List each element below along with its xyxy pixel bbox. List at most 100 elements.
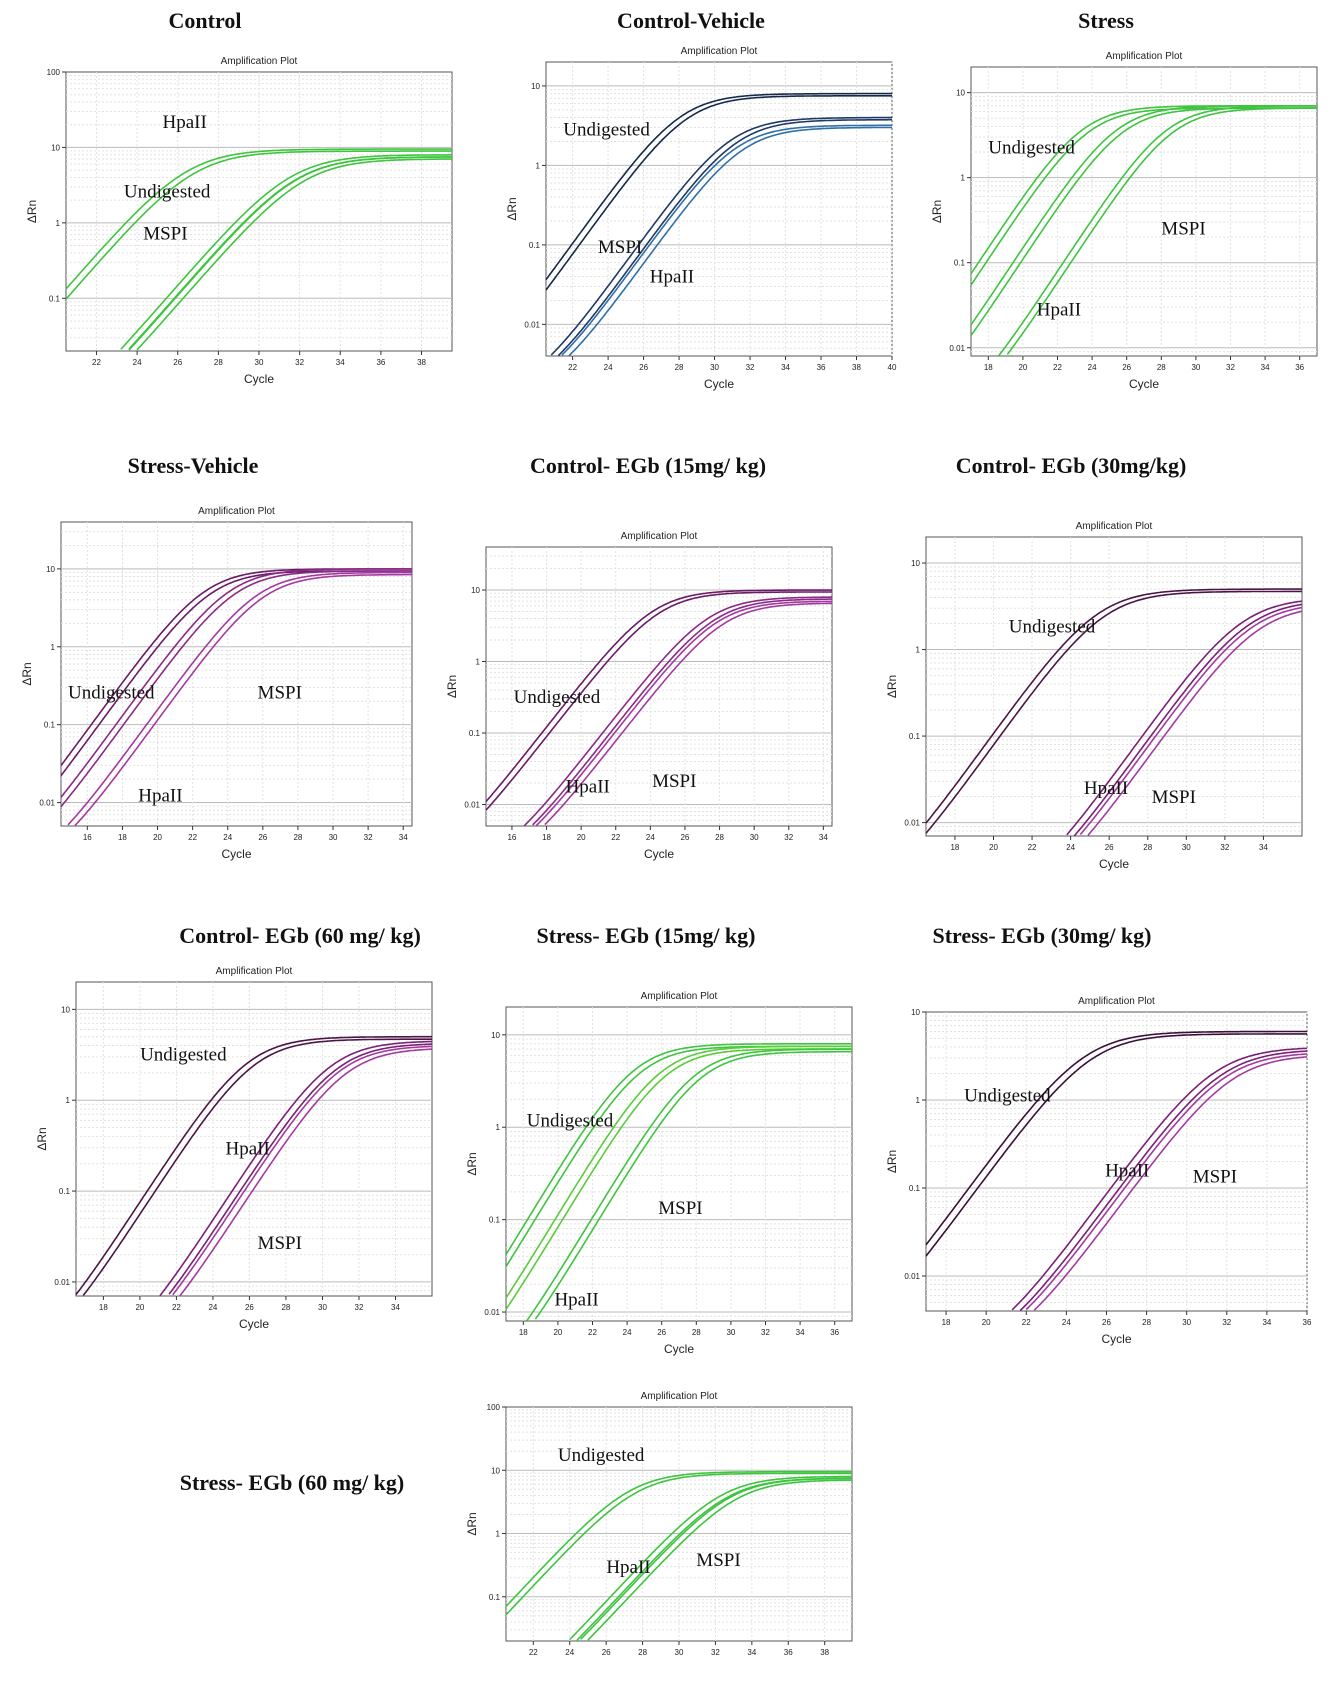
x-tick-label: 34 bbox=[1262, 1318, 1271, 1327]
curve-label-undigested: Undigested bbox=[514, 687, 601, 708]
y-tick-label: 0.1 bbox=[909, 1184, 921, 1193]
x-tick-label: 18 bbox=[942, 1318, 951, 1327]
x-tick-label: 26 bbox=[639, 363, 648, 372]
curve-label-mspi: MSPI bbox=[1161, 219, 1205, 240]
x-tick-label: 22 bbox=[1028, 843, 1037, 852]
panel-title-control-vehicle: Control-Vehicle bbox=[617, 8, 765, 33]
y-tick-label: 10 bbox=[531, 82, 540, 91]
series-line-hpaii bbox=[550, 116, 892, 356]
series-line-hpaii bbox=[1073, 603, 1303, 837]
x-tick-label: 22 bbox=[1053, 363, 1062, 372]
y-tick-label: 1 bbox=[51, 643, 56, 652]
y-tick-label: 1 bbox=[496, 1530, 501, 1539]
series-group bbox=[65, 148, 453, 351]
panel-title-stress-vehicle: Stress-Vehicle bbox=[127, 453, 259, 478]
y-tick-label: 0.01 bbox=[39, 799, 55, 808]
chart-control-egb-60: 18 20 22 24 26 28 30 32 34 0.01 0.1 1 10 Amplificatio… bbox=[35, 966, 433, 1331]
x-tick-label: 30 bbox=[710, 363, 719, 372]
x-tick-label: 16 bbox=[83, 833, 92, 842]
y-axis-label: ΔRn bbox=[885, 675, 899, 698]
y-tick-label: 100 bbox=[487, 1403, 501, 1412]
curve-label-undigested: Undigested bbox=[1009, 617, 1096, 638]
axes: 18 20 22 24 26 28 30 32 34 0.01 0.1 1 10 bbox=[904, 559, 1268, 852]
x-axis-label: Cycle bbox=[664, 1342, 694, 1356]
y-tick-label: 0.1 bbox=[489, 1216, 501, 1225]
x-tick-label: 26 bbox=[1122, 363, 1131, 372]
y-tick-label: 10 bbox=[51, 143, 60, 152]
panel-title-control-egb-60: Control- EGb (60 mg/ kg) bbox=[179, 923, 421, 948]
curve-label-hpaii: HpaII bbox=[1084, 778, 1128, 799]
x-tick-label: 28 bbox=[281, 1303, 290, 1312]
y-axis-label: ΔRn bbox=[885, 1150, 899, 1173]
series-line-hpaii bbox=[569, 1475, 853, 1641]
y-axis-label: ΔRn bbox=[505, 197, 519, 220]
x-tick-label: 36 bbox=[784, 1648, 793, 1657]
x-tick-label: 20 bbox=[1018, 363, 1027, 372]
plot-title: Amplification Plot bbox=[221, 56, 298, 67]
panel-title-stress-egb-60: Stress- EGb (60 mg/ kg) bbox=[179, 1470, 405, 1495]
x-tick-label: 34 bbox=[391, 1303, 400, 1312]
series-line-undigested bbox=[545, 94, 892, 291]
panel-title-stress: Stress bbox=[1078, 8, 1134, 33]
plot-title: Amplification Plot bbox=[641, 1391, 718, 1402]
series-line-undigested bbox=[545, 92, 892, 281]
series-line-mspi bbox=[179, 1048, 433, 1297]
grid bbox=[926, 1012, 1308, 1311]
series-line-mspi bbox=[998, 104, 1317, 357]
x-tick-label: 22 bbox=[611, 833, 620, 842]
curve-label-mspi: MSPI bbox=[652, 771, 696, 792]
x-tick-label: 34 bbox=[796, 1328, 805, 1337]
series-group bbox=[505, 1470, 853, 1641]
x-tick-label: 24 bbox=[604, 363, 613, 372]
curve-label-mspi: MSPI bbox=[143, 223, 187, 244]
plot-area bbox=[60, 521, 413, 827]
series-line-undigested bbox=[82, 1038, 432, 1296]
x-tick-label: 24 bbox=[1088, 363, 1097, 372]
series-line-mspi bbox=[1087, 610, 1303, 836]
x-tick-label: 26 bbox=[602, 1648, 611, 1657]
y-tick-label: 0.01 bbox=[904, 819, 920, 828]
series-line-hpaii bbox=[60, 570, 412, 808]
x-tick-label: 22 bbox=[588, 1328, 597, 1337]
series-line-mspi bbox=[1006, 107, 1317, 355]
x-tick-label: 24 bbox=[133, 358, 142, 367]
axes: 16 18 20 22 24 26 28 30 32 34 0.01 0.1 1 10 bbox=[464, 586, 828, 842]
x-tick-label: 28 bbox=[293, 833, 302, 842]
y-tick-label: 0.01 bbox=[904, 1272, 920, 1281]
x-axis-label: Cycle bbox=[704, 377, 734, 391]
x-axis-label: Cycle bbox=[239, 1317, 269, 1331]
y-tick-label: 1 bbox=[916, 1096, 921, 1105]
y-axis-label: ΔRn bbox=[20, 662, 34, 685]
series-group bbox=[545, 92, 892, 357]
series-line-hpaii bbox=[159, 1040, 433, 1297]
series-line-mspi bbox=[544, 602, 833, 826]
series-line-undigested bbox=[65, 148, 452, 290]
axes: 22 24 26 28 30 32 34 36 38 0.1 1 10 100 bbox=[487, 1403, 830, 1657]
y-tick-label: 0.1 bbox=[954, 259, 966, 268]
x-tick-label: 26 bbox=[258, 833, 267, 842]
x-tick-label: 36 bbox=[817, 363, 826, 372]
x-tick-label: 38 bbox=[417, 358, 426, 367]
y-tick-label: 0.01 bbox=[484, 1308, 500, 1317]
series-line-hpaii bbox=[532, 598, 832, 826]
series-line-hpaii bbox=[557, 118, 892, 357]
series-line-mspi bbox=[534, 1050, 852, 1320]
curve-label-undigested: Undigested bbox=[964, 1086, 1051, 1107]
series-line-undigested bbox=[485, 589, 832, 803]
x-tick-label: 38 bbox=[820, 1648, 829, 1657]
curve-label-undigested: Undigested bbox=[68, 682, 155, 703]
x-tick-label: 20 bbox=[135, 1303, 144, 1312]
series-line-mspi bbox=[568, 126, 892, 357]
curve-label-hpaii: HpaII bbox=[1037, 300, 1081, 321]
x-tick-label: 34 bbox=[1261, 363, 1270, 372]
plot-area bbox=[75, 981, 433, 1297]
y-tick-label: 10 bbox=[491, 1031, 500, 1040]
x-tick-label: 38 bbox=[852, 363, 861, 372]
x-tick-label: 32 bbox=[784, 833, 793, 842]
y-axis-label: ΔRn bbox=[465, 1512, 479, 1535]
curve-label-hpaii: HpaII bbox=[1105, 1160, 1149, 1181]
y-tick-label: 0.1 bbox=[49, 294, 61, 303]
series-line-undigested bbox=[925, 588, 1302, 824]
panel-title-stress-egb-30: Stress- EGb (30mg/ kg) bbox=[932, 923, 1152, 948]
y-tick-label: 1 bbox=[66, 1096, 71, 1105]
